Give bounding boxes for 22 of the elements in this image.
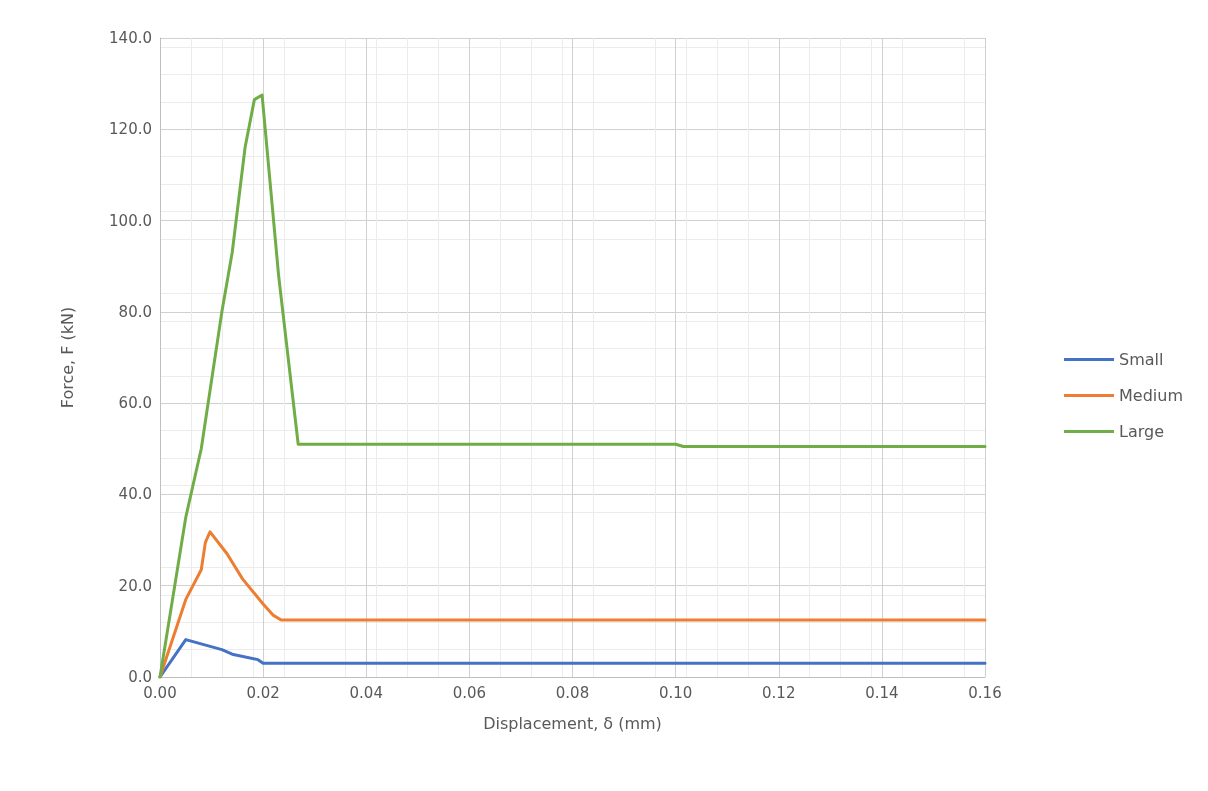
x-tick-label: 0.12 [762,683,796,702]
y-tick-label: 60.0 [118,394,152,413]
x-tick-label: 0.04 [349,683,383,702]
x-tick-label: 0.00 [143,683,177,702]
x-tick-label: 0.08 [555,683,590,702]
y-axis-title: Force, F (kN) [57,306,77,409]
x-tick-label: 0.02 [246,683,280,702]
legend-label: Medium [1119,386,1184,405]
y-tick-label: 140.0 [109,29,152,47]
y-tick-label: 0.0 [128,668,152,686]
y-tick-label: 20.0 [118,576,152,595]
y-tick-label: 120.0 [109,120,152,139]
legend-label: Large [1119,422,1165,441]
x-tick-label: 0.14 [865,683,899,702]
legend-label: Small [1119,350,1164,369]
x-tick-label: 0.16 [968,683,1002,702]
y-tick-label: 100.0 [109,211,152,230]
y-tick-label: 80.0 [118,302,152,321]
y-tick-label: 40.0 [118,485,152,504]
x-tick-label: 0.06 [452,683,487,702]
x-axis-title: Displacement, δ (mm) [483,713,662,733]
x-tick-label: 0.10 [658,683,693,702]
